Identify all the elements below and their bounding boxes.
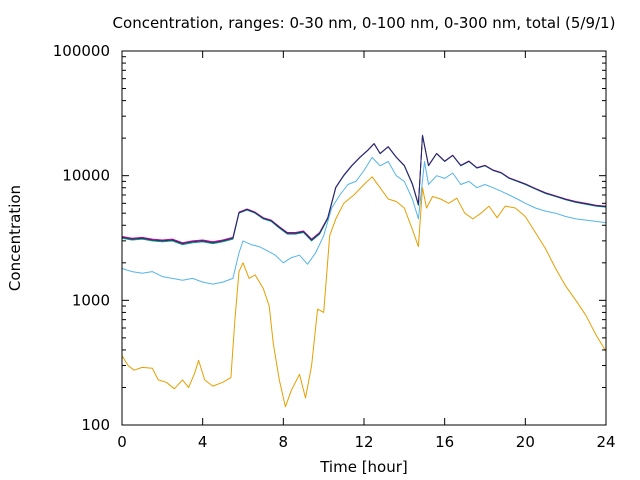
y-axis-title: Concentration — [6, 185, 24, 291]
plot-area — [121, 134, 607, 408]
x-tick-label: 8 — [279, 433, 289, 451]
plot-frame — [121, 50, 607, 426]
x-tick-label: 24 — [596, 433, 615, 451]
series-line-2 — [121, 156, 607, 285]
y-tick-label: 1000 — [72, 291, 110, 309]
x-axis: 0 4 8 12 16 20 24 — [117, 51, 616, 451]
x-axis-title: Time [hour] — [319, 458, 408, 476]
y-tick-label: 100000 — [53, 42, 110, 60]
series-line-3 — [121, 135, 607, 246]
series-line-4 — [121, 134, 607, 244]
x-tick-label: 16 — [435, 433, 454, 451]
x-tick-label: 4 — [198, 433, 208, 451]
y-tick-label: 10000 — [62, 167, 110, 185]
chart-title: Concentration, ranges: 0-30 nm, 0-100 nm… — [113, 14, 616, 32]
series-line-5 — [121, 134, 607, 245]
x-tick-label: 12 — [354, 433, 373, 451]
y-tick-label: 100 — [81, 416, 110, 434]
x-tick-label: 0 — [117, 433, 127, 451]
x-tick-label: 20 — [516, 433, 535, 451]
series-line-1 — [121, 176, 607, 408]
y-axis: 100 1000 10000 100000 — [53, 42, 606, 434]
